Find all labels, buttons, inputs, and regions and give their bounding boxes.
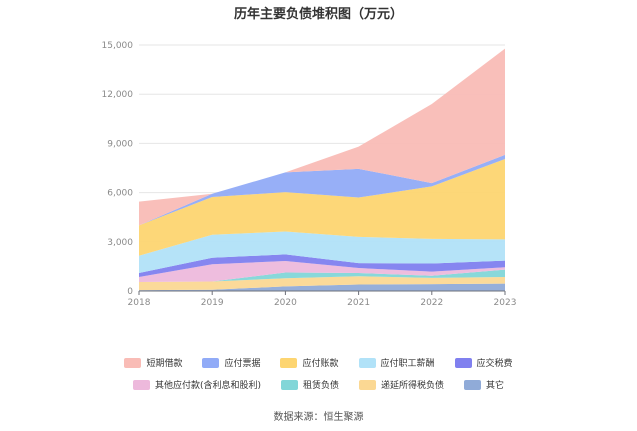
legend-label: 应付职工薪酬 (380, 359, 435, 369)
y-tick-label: 15,000 (102, 41, 134, 51)
area-series-5 (139, 231, 505, 273)
x-tick-label: 2019 (201, 298, 224, 308)
legend-item[interactable]: 短期借款 (124, 356, 182, 369)
legend-label: 应付票据 (224, 359, 261, 369)
legend-swatch (280, 357, 298, 368)
legend-swatch (359, 379, 376, 390)
legend-item[interactable]: 应付账款 (280, 356, 339, 369)
legend-label: 短期借款 (146, 359, 183, 369)
legend-item[interactable]: 租赁负债 (280, 378, 339, 391)
axes: 0 3,000 6,000 9,000 12,000 15,000 2018 2019 2020… (102, 41, 517, 308)
legend-label: 其他应付款(含利息和股利) (154, 381, 261, 391)
legend-item[interactable]: 应付职工薪酬 (358, 356, 435, 369)
legend-label: 应付账款 (302, 359, 339, 369)
x-tick-label: 2022 (420, 298, 443, 308)
legend-label: 递延所得税负债 (381, 381, 445, 391)
legend-label: 租赁负债 (302, 381, 339, 391)
x-tick-label: 2023 (494, 298, 517, 308)
area-series-8 (139, 48, 505, 226)
y-tick-label: 9,000 (107, 139, 133, 149)
y-tick-label: 12,000 (102, 90, 134, 100)
legend-row-1: 短期借款 应付票据 应付账款 应付职工薪酬 应交税费 (0, 355, 637, 370)
legend-label: 应交税费 (476, 359, 513, 369)
legend-label: 其它 (486, 381, 505, 391)
y-tick-label: 3,000 (107, 238, 133, 248)
data-source-note: 数据来源：恒生聚源 (273, 412, 364, 423)
legend-swatch (454, 357, 472, 368)
area-series-6 (139, 158, 505, 256)
legend-item[interactable]: 其它 (464, 378, 504, 391)
chart-title: 历年主要负债堆积图（万元） (233, 7, 403, 22)
legend-item[interactable]: 应交税费 (454, 356, 513, 369)
area-series-4 (139, 254, 505, 278)
area-series-1 (139, 276, 505, 291)
legend-swatch (202, 357, 220, 368)
y-tick-label: 6,000 (107, 189, 133, 199)
x-tick-label: 2020 (274, 298, 297, 308)
y-tick-label: 0 (127, 287, 133, 297)
legend-item[interactable]: 应付票据 (202, 356, 260, 369)
x-tick-label: 2021 (347, 298, 370, 308)
stacked-area-chart: 0 3,000 6,000 9,000 12,000 15,000 2018 2019 2020… (102, 41, 517, 308)
legend-swatch (132, 379, 150, 390)
legend-swatch (280, 379, 298, 390)
area-series-2 (139, 269, 505, 282)
area-series-3 (139, 260, 505, 282)
legend-swatch (358, 357, 376, 368)
x-tick-label: 2018 (128, 298, 151, 308)
legend-row-2: 其他应付款(含利息和股利) 租赁负债 递延所得税负债 其它 (0, 377, 637, 392)
legend-swatch (124, 357, 142, 368)
area-series-0 (139, 283, 505, 291)
area-series-7 (139, 154, 505, 226)
area-series (139, 48, 505, 291)
legend-item[interactable]: 递延所得税负债 (359, 378, 444, 391)
chart-legend: 短期借款 应付票据 应付账款 应付职工薪酬 应交税费 其他应付款(含利息和股利) 租赁负债… (0, 355, 637, 399)
legend-swatch (464, 379, 482, 390)
legend-item[interactable]: 其他应付款(含利息和股利) (132, 378, 261, 391)
